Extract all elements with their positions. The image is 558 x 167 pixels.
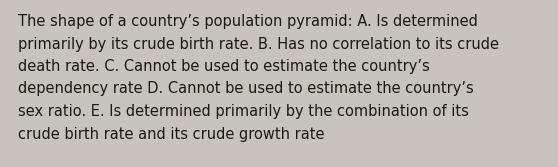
Text: crude birth rate and its crude growth rate: crude birth rate and its crude growth ra… <box>18 126 325 141</box>
Text: sex ratio. E. Is determined primarily by the combination of its: sex ratio. E. Is determined primarily by… <box>18 104 469 119</box>
Text: death rate. C. Cannot be used to estimate the country’s: death rate. C. Cannot be used to estimat… <box>18 59 430 74</box>
Text: primarily by its crude birth rate. B. Has no correlation to its crude: primarily by its crude birth rate. B. Ha… <box>18 37 499 51</box>
Text: dependency rate D. Cannot be used to estimate the country’s: dependency rate D. Cannot be used to est… <box>18 81 474 97</box>
Text: The shape of a country’s population pyramid: A. Is determined: The shape of a country’s population pyra… <box>18 14 478 29</box>
